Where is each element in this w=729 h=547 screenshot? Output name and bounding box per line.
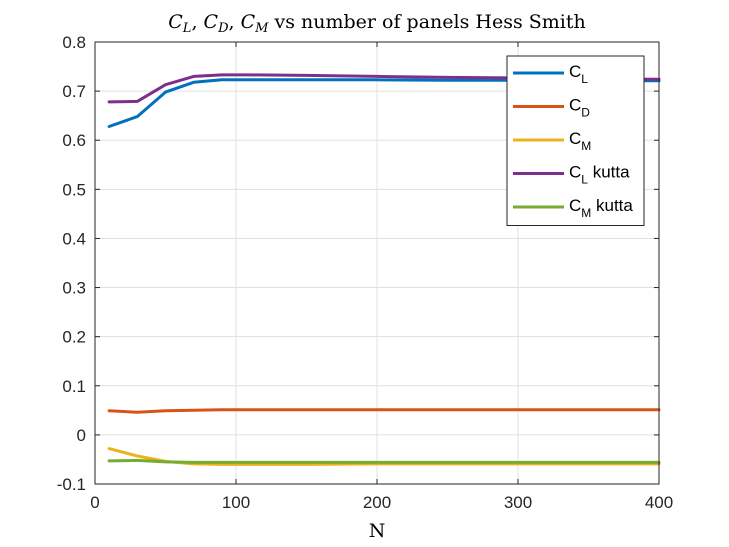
legend-entry-3: CL kutta [569, 163, 630, 187]
axes [94, 41, 660, 485]
legend-entry-2: CM [569, 129, 591, 153]
legend-box [506, 55, 645, 226]
title-part-8: vs number of panels Hess Smith [268, 11, 585, 33]
tick-labels: 0 100 200 300 400-0.100.10.20.30.40.50.60.70… [57, 33, 673, 512]
series-line-4 [107, 458, 661, 464]
title-part-3: C [204, 11, 219, 33]
title-part-4: D [217, 21, 229, 36]
x-tick-label-4: 400 [645, 493, 673, 512]
legend-entry-1: CD [569, 96, 590, 120]
x-axis-label: N [369, 520, 386, 542]
legend-entry-0: CL [569, 62, 588, 86]
y-tick-label-2: 0.1 [62, 377, 86, 396]
title-part-1: L [182, 21, 192, 36]
x-tick-label-2: 200 [363, 493, 391, 512]
y-tick-label-0: -0.1 [57, 475, 86, 494]
y-tick-label-9: 0.8 [62, 33, 86, 52]
x-tick-label-1: 100 [222, 493, 250, 512]
y-tick-label-1: 0 [77, 426, 86, 445]
title-part-6: C [241, 11, 256, 33]
y-tick-label-7: 0.6 [62, 131, 86, 150]
y-tick-label-4: 0.3 [62, 279, 86, 298]
x-tick-label-0: 0 [90, 493, 99, 512]
y-tick-label-8: 0.7 [62, 82, 86, 101]
legend-entry-4: CM kutta [569, 196, 633, 220]
title-part-0: C [168, 11, 183, 33]
title-part-7: M [254, 21, 269, 36]
y-tick-label-3: 0.2 [62, 328, 86, 347]
y-tick-label-6: 0.5 [62, 180, 86, 199]
legend: CL CD CM CL kutta CM kutta [506, 55, 645, 226]
x-tick-label-3: 300 [504, 493, 532, 512]
title-part-5: , [229, 11, 241, 33]
title-part-2: , [191, 11, 203, 33]
series-line-1 [107, 408, 661, 414]
chart-title: CL, CD, CM vs number of panels Hess Smit… [168, 11, 586, 36]
y-tick-label-5: 0.4 [62, 229, 86, 248]
